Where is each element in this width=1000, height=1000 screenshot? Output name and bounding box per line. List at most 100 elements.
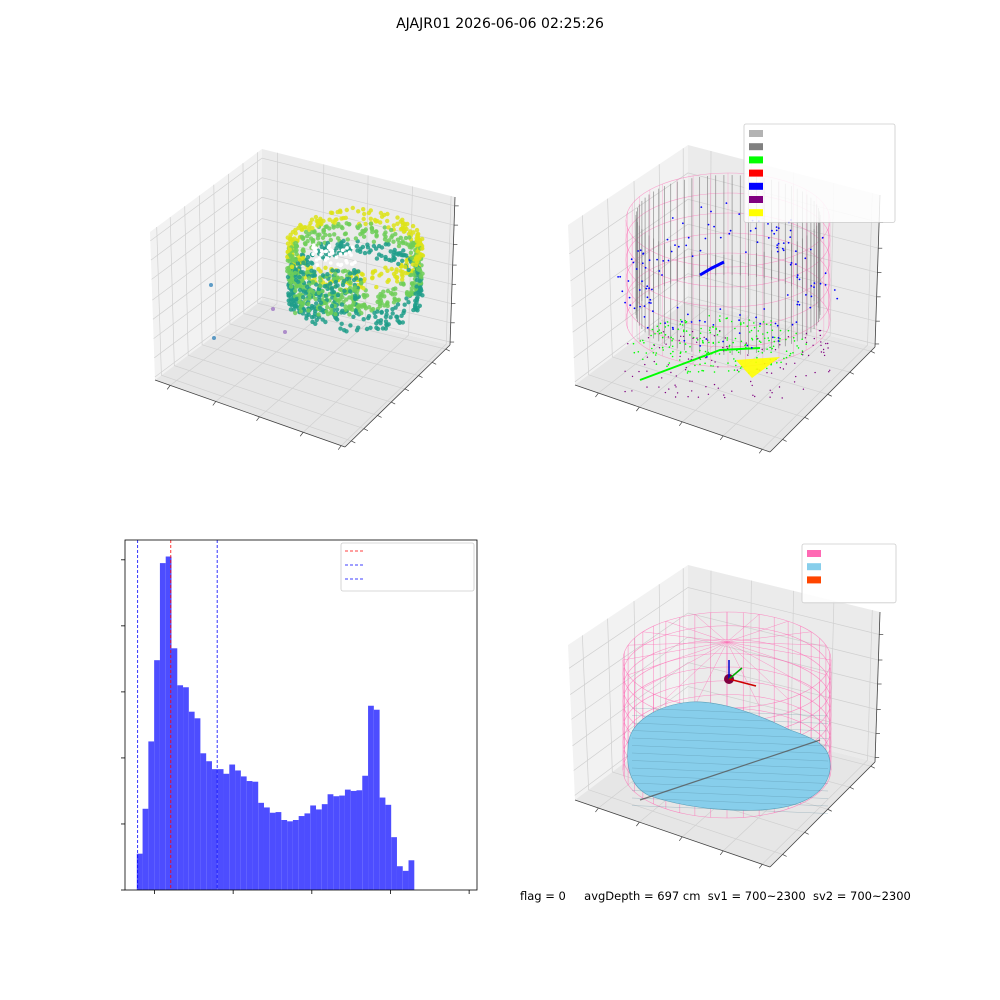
raw-point <box>350 205 355 211</box>
noise-point <box>627 280 630 282</box>
p4-legend-swatch <box>807 563 821 571</box>
rice-surface-point <box>766 348 768 350</box>
raw-gap <box>329 251 334 255</box>
noise-point <box>699 249 702 252</box>
noise-point <box>633 307 636 310</box>
histogram-bar <box>275 812 282 890</box>
rice-surface-point <box>727 370 730 372</box>
raw-point <box>347 295 352 300</box>
raw-point <box>300 255 306 260</box>
p2-legend-swatch <box>749 143 763 151</box>
histogram-bar <box>154 660 160 890</box>
rice-surface-point <box>642 339 644 342</box>
noise-point <box>643 316 646 318</box>
histogram-bar <box>177 685 184 890</box>
raw-point <box>400 269 405 274</box>
interpolated-point <box>717 387 719 389</box>
noise-point <box>639 249 642 252</box>
noise-point <box>707 223 710 226</box>
raw-point <box>410 262 416 267</box>
raw-point <box>333 312 338 317</box>
silo-roof-line <box>642 631 728 643</box>
p4-ytick <box>804 832 809 835</box>
interpolated-point <box>723 350 725 352</box>
p2-legend-swatch <box>749 130 763 137</box>
interpolated-point <box>829 369 831 371</box>
rice-surface-point <box>664 334 667 336</box>
rice-surface-point <box>726 337 729 339</box>
histogram-bar <box>171 648 178 890</box>
interpolated-point <box>631 390 633 392</box>
rice-surface-point <box>699 337 701 340</box>
raw-gap <box>329 261 333 265</box>
rice-surface-point <box>757 330 760 332</box>
noise-point <box>617 276 619 278</box>
p2-xtick <box>758 449 763 454</box>
raw-point <box>402 302 407 307</box>
raw-point <box>295 261 301 266</box>
avg-depth-text: avgDepth = 697 cm <box>584 889 701 903</box>
raw-point <box>410 243 415 248</box>
raw-point <box>313 321 318 326</box>
panel-histogram <box>121 539 478 894</box>
histogram-bar <box>350 790 357 890</box>
interpolated-point <box>805 332 808 335</box>
histogram-bar <box>246 781 253 890</box>
rice-surface-point <box>738 370 740 373</box>
raw-point <box>340 225 345 231</box>
raw-point <box>312 308 318 314</box>
interpolated-point <box>627 343 629 345</box>
raw-point <box>304 284 310 289</box>
rice-surface-point <box>684 319 686 322</box>
rice-surface-point <box>642 358 644 361</box>
noise-point <box>813 286 815 288</box>
rice-surface-point <box>702 342 704 344</box>
raw-point <box>348 323 353 328</box>
noise-point <box>789 229 792 232</box>
p4-zgrid <box>570 612 879 695</box>
raw-point <box>396 297 401 302</box>
rice-surface-point <box>733 369 736 371</box>
rice-surface-point <box>708 329 711 332</box>
raw-gap <box>340 248 345 252</box>
raw-point <box>373 246 379 251</box>
noise-point <box>646 285 649 288</box>
interpolated-point <box>752 394 754 396</box>
rice-surface-point <box>685 330 688 332</box>
rice-surface-point <box>702 370 705 372</box>
rice-surface-point <box>678 359 681 361</box>
raw-point <box>348 280 353 285</box>
rice-surface-point <box>658 332 661 335</box>
raw-point <box>408 250 414 255</box>
silo-roof-line <box>628 641 728 676</box>
raw-point <box>311 279 316 285</box>
histogram-bar <box>240 776 247 890</box>
rice-surface-point <box>709 331 712 334</box>
rice-surface-point <box>734 360 737 362</box>
raw-point <box>385 288 391 294</box>
rice-mesh-line <box>631 760 829 769</box>
histogram-bar <box>211 769 218 890</box>
raw-point <box>353 269 359 275</box>
interpolated-point <box>825 342 827 345</box>
raw-point <box>407 235 412 240</box>
noise-point <box>775 229 778 232</box>
rice-surface-point <box>699 332 702 335</box>
raw-point <box>382 237 388 242</box>
rice-surface-point <box>683 330 685 333</box>
noise-point <box>824 284 827 286</box>
p2-zgrid <box>573 273 876 359</box>
raw-point <box>354 276 359 281</box>
interpolated-point <box>658 347 661 349</box>
raw-point <box>308 287 314 293</box>
interpolated-point <box>685 366 687 369</box>
raw-point <box>312 230 317 235</box>
rice-surface-point <box>797 347 800 349</box>
raw-gap <box>350 245 355 249</box>
raw-point <box>362 211 367 217</box>
p4-ytick <box>849 786 854 790</box>
rice-surface-point <box>728 346 730 348</box>
rice-surface-point <box>681 324 684 326</box>
interpolated-point <box>769 389 771 391</box>
interpolated-point <box>691 390 693 392</box>
